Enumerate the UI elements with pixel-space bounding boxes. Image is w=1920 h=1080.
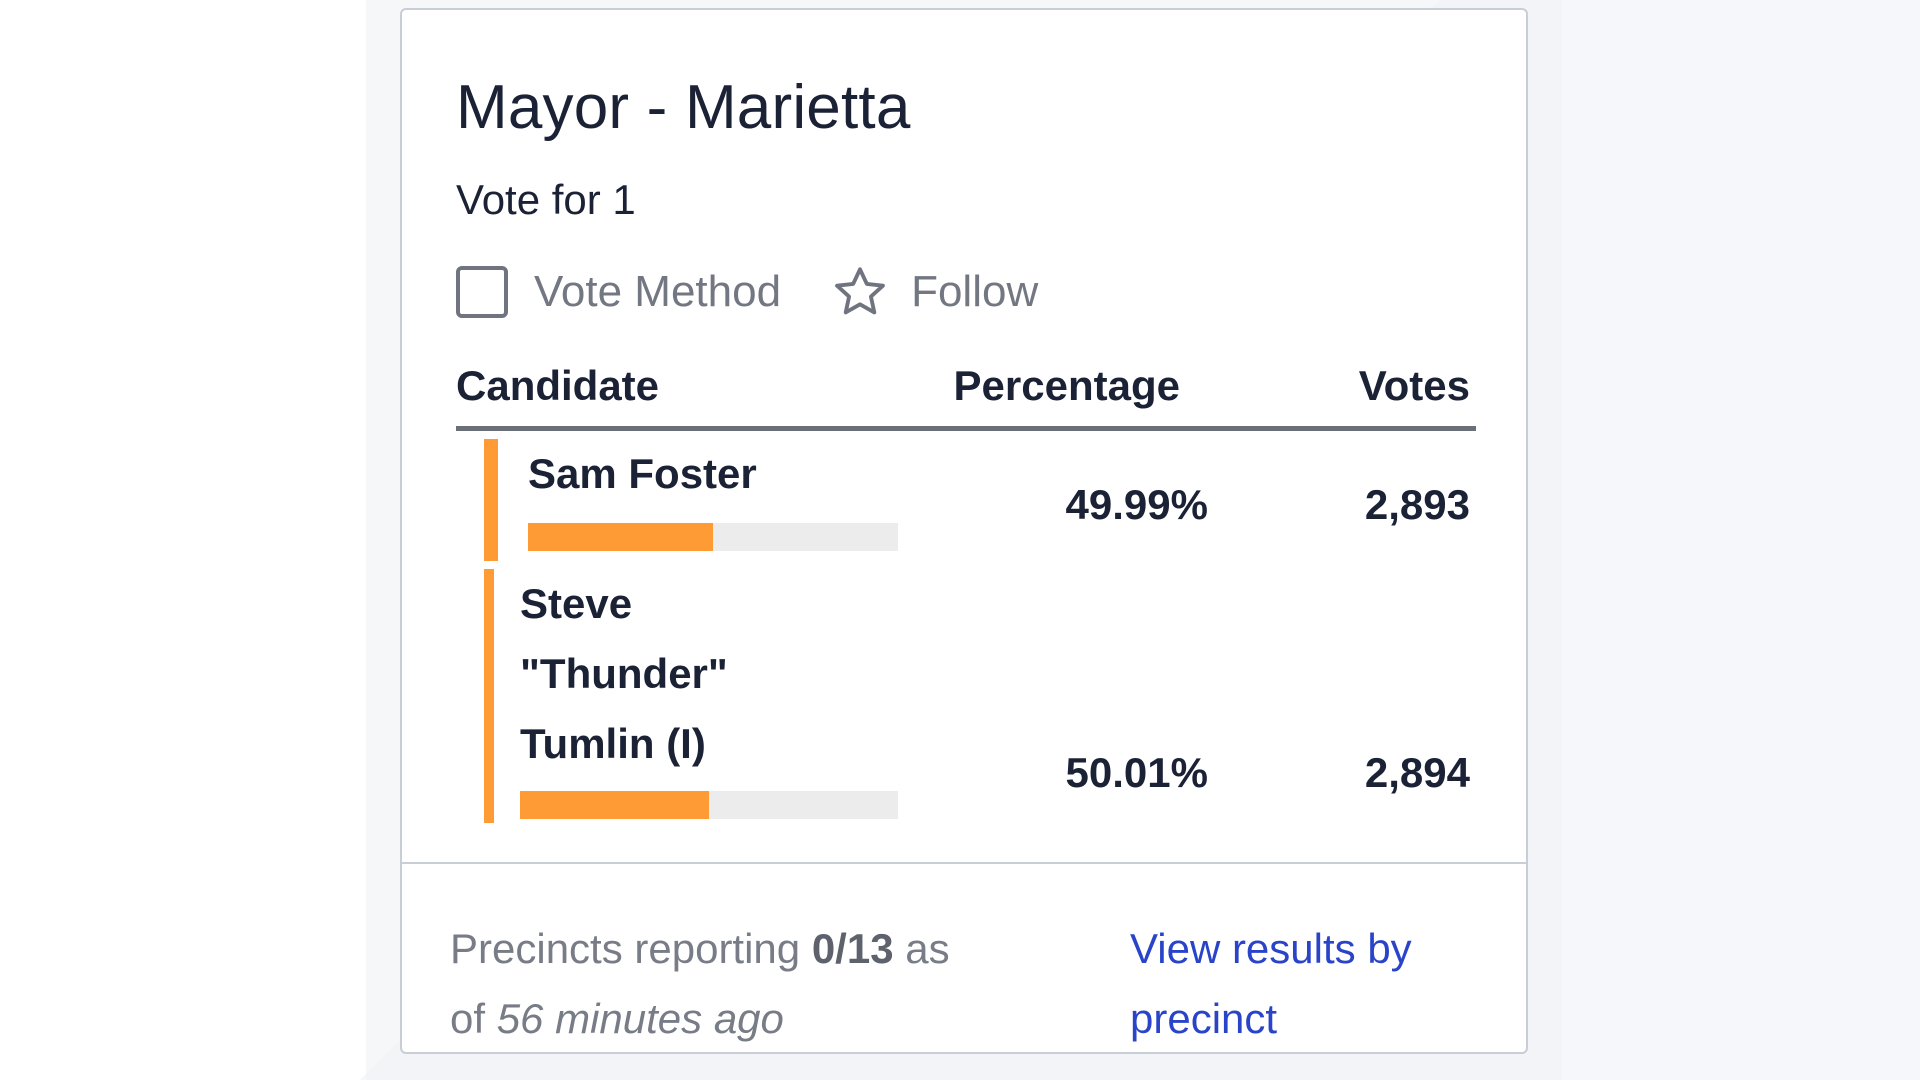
precincts-mid: as of (450, 925, 950, 1042)
precincts-value: 0/13 (811, 925, 894, 972)
candidate-votes: 2,893 (1364, 481, 1470, 528)
vote-share-bar (528, 523, 898, 551)
candidate-votes: 2,894 (1364, 749, 1470, 796)
candidate-name-line: "Thunder" (520, 650, 728, 697)
candidate-name-line: Steve (520, 580, 633, 627)
card-divider (402, 862, 1526, 864)
candidate-color-bar (484, 439, 498, 561)
candidate-name: Sam Foster (528, 450, 757, 497)
card-body: Mayor - Marietta Vote for 1 Vote Method … (402, 10, 1526, 862)
vote-share-fill (528, 523, 713, 551)
table-row: Sam Foster 49.99% 2,893 (484, 439, 1476, 561)
race-subtitle: Vote for 1 (456, 176, 636, 223)
header-votes: Votes (1358, 362, 1470, 409)
follow-label: Follow (911, 267, 1039, 316)
precincts-prefix: Precincts reporting (450, 925, 801, 972)
race-results-card: Mayor - Marietta Vote for 1 Vote Method … (400, 8, 1528, 1054)
race-controls: Vote Method Follow (456, 262, 1038, 322)
race-title: Mayor - Marietta (456, 73, 911, 142)
vote-method-label: Vote Method (534, 267, 782, 316)
table-header: Candidate Percentage Votes (456, 356, 1476, 431)
vote-share-fill (520, 791, 710, 819)
vote-share-bar (520, 791, 898, 819)
precincts-reporting: Precincts reporting 0/13 as of 56 minute… (450, 914, 990, 1054)
candidate-color-bar (484, 569, 494, 823)
table-row: Steve "Thunder" Tumlin (I) 50.01% 2,894 (484, 569, 1476, 823)
candidate-name-line: Tumlin (I) (520, 720, 706, 767)
view-results-by-precinct-link[interactable]: View results by precinct (1130, 925, 1412, 1042)
card-footer: Precincts reporting 0/13 as of 56 minute… (402, 864, 1526, 1052)
candidate-percentage: 50.01% (1065, 749, 1208, 796)
candidate-name: Steve "Thunder" Tumlin (I) (520, 569, 728, 779)
candidate-percentage: 49.99% (1065, 481, 1208, 528)
header-candidate: Candidate (456, 362, 660, 409)
star-outline-icon (835, 267, 885, 315)
precincts-time: 56 minutes ago (496, 995, 784, 1042)
results-table: Candidate Percentage Votes Sam Foster 49… (456, 356, 1476, 823)
vote-method-checkbox[interactable] (456, 266, 508, 318)
vote-method-toggle[interactable]: Vote Method (456, 266, 781, 318)
header-percentage: Percentage (953, 362, 1180, 409)
follow-button[interactable]: Follow (831, 263, 1038, 321)
